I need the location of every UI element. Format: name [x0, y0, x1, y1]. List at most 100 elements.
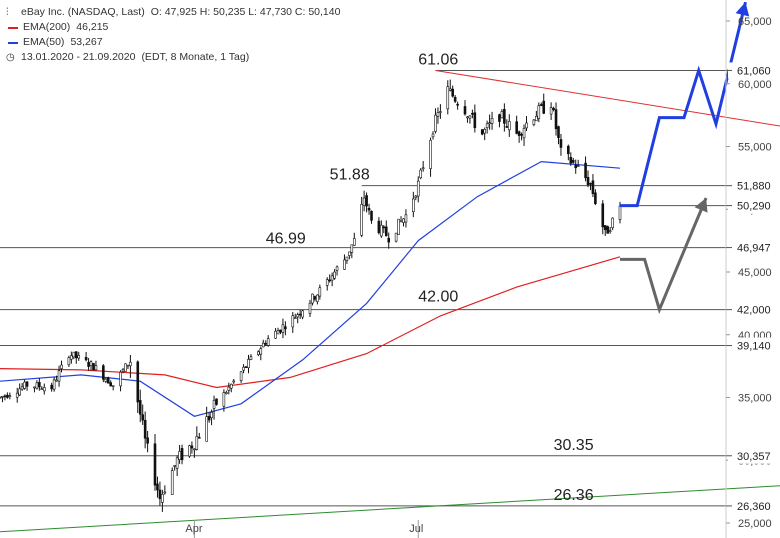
candle-body [89, 361, 93, 367]
legend-instrument-row: ⫶ eBay Inc. (NASDAQ, Last) O: 47,925 H: … [6, 5, 340, 20]
ema50-swatch [8, 41, 18, 44]
candle-body [574, 164, 578, 169]
candle-body [505, 126, 509, 128]
candle-body [106, 377, 110, 384]
candle-body [594, 192, 597, 204]
candle-body [42, 387, 46, 392]
candle-body [328, 279, 331, 282]
candle-body [606, 226, 609, 234]
legend-ema200-row: EMA(200) 46,215 [6, 20, 340, 35]
candle-body [498, 114, 501, 122]
legend-ohlc: O: 47,925 H: 50,235 L: 47,730 C: 50,140 [150, 6, 341, 18]
legend-ema200-label: EMA(200) [23, 21, 71, 33]
candle-body [190, 445, 194, 449]
candle-body [576, 165, 580, 167]
candle-body [591, 180, 595, 194]
candle-body [161, 494, 164, 503]
candle-body [335, 266, 339, 271]
candle-body [311, 293, 314, 304]
candle-body [244, 366, 248, 368]
level-axis-label: 51,880 [737, 181, 771, 193]
legend-period-note: (EDT, 8 Monate, 1 Tag) [141, 51, 250, 63]
x-tick-label: Jul [409, 523, 423, 535]
candle-body [522, 128, 526, 139]
candle-body [483, 128, 486, 134]
candle-body [382, 226, 386, 229]
candle-body [284, 326, 287, 330]
candle-body [180, 448, 184, 461]
candle-body [456, 103, 459, 106]
candle-body [279, 329, 282, 333]
level-chart-label: 42.00 [418, 289, 458, 306]
trendlines [0, 69, 780, 533]
level-axis-label: 30,357 [737, 451, 771, 463]
level-tag-bg [728, 62, 780, 79]
candle-body [402, 218, 405, 223]
candle-body [471, 112, 474, 115]
y-tick-label: 25,000 [738, 518, 772, 530]
candle-body [416, 180, 420, 197]
candle-body [119, 371, 122, 387]
level-tag-bg [728, 197, 780, 214]
candle-body [488, 122, 491, 124]
candle-body [387, 237, 391, 243]
candle-body [40, 388, 44, 390]
candle-body [138, 400, 142, 415]
y-tick-label: 55,000 [738, 142, 772, 154]
candle-body [370, 210, 373, 221]
candle-body [146, 437, 149, 444]
candle-body [608, 230, 612, 232]
scenario-arrow-path [620, 197, 708, 315]
candle-body [222, 392, 226, 407]
candle-body [394, 232, 398, 242]
candle-body [111, 385, 115, 387]
candle-body [554, 109, 558, 130]
candle-body [210, 411, 213, 418]
level-tag-bg [728, 239, 780, 256]
level-tag-bg [728, 301, 780, 318]
candle-body [384, 226, 388, 237]
candle-body [197, 437, 201, 439]
candle-body [104, 378, 108, 382]
candle-body [259, 348, 263, 355]
legend-period-row: ◷ 13.01.2020 - 21.09.2020 (EDT, 8 Monate… [6, 50, 340, 65]
candle-body [567, 145, 570, 155]
candle-body [247, 359, 250, 369]
candle-body [611, 217, 614, 228]
candle-body [92, 363, 95, 371]
clock-icon: ◷ [6, 52, 15, 63]
candle-body [431, 133, 435, 138]
candle-body [399, 220, 403, 223]
candle-body [436, 112, 440, 117]
candle-body [227, 386, 231, 391]
candle-body [569, 156, 573, 164]
level-axis-label: 39,140 [737, 341, 771, 353]
candle-body [94, 365, 98, 371]
candle-body [451, 88, 454, 97]
candle-body [503, 109, 506, 124]
candle-body [367, 207, 371, 211]
candle-body [281, 324, 285, 333]
candle-body [188, 445, 191, 457]
candle-body [291, 315, 295, 328]
candle-body [308, 302, 312, 314]
candle-body [559, 139, 563, 148]
candle-body [333, 271, 336, 279]
chart-legend: ⫶ eBay Inc. (NASDAQ, Last) O: 47,925 H: … [6, 5, 340, 65]
candle-body [33, 386, 36, 389]
legend-ema50-row: EMA(50) 53,267 [6, 35, 340, 50]
candle-body [1, 396, 4, 398]
candle-body [345, 256, 349, 261]
level-chart-label: 51.88 [330, 167, 370, 184]
candle-body [57, 370, 61, 382]
candle-body [143, 419, 147, 439]
candle-body [532, 119, 536, 125]
candle-body [473, 112, 477, 129]
candle-body [18, 388, 21, 396]
candle-body [35, 382, 39, 389]
candle-body [25, 381, 29, 387]
level-axis-label: 61,060 [737, 65, 771, 77]
candle-body [439, 111, 442, 113]
candle-body [6, 394, 9, 398]
candle-body [264, 343, 268, 345]
